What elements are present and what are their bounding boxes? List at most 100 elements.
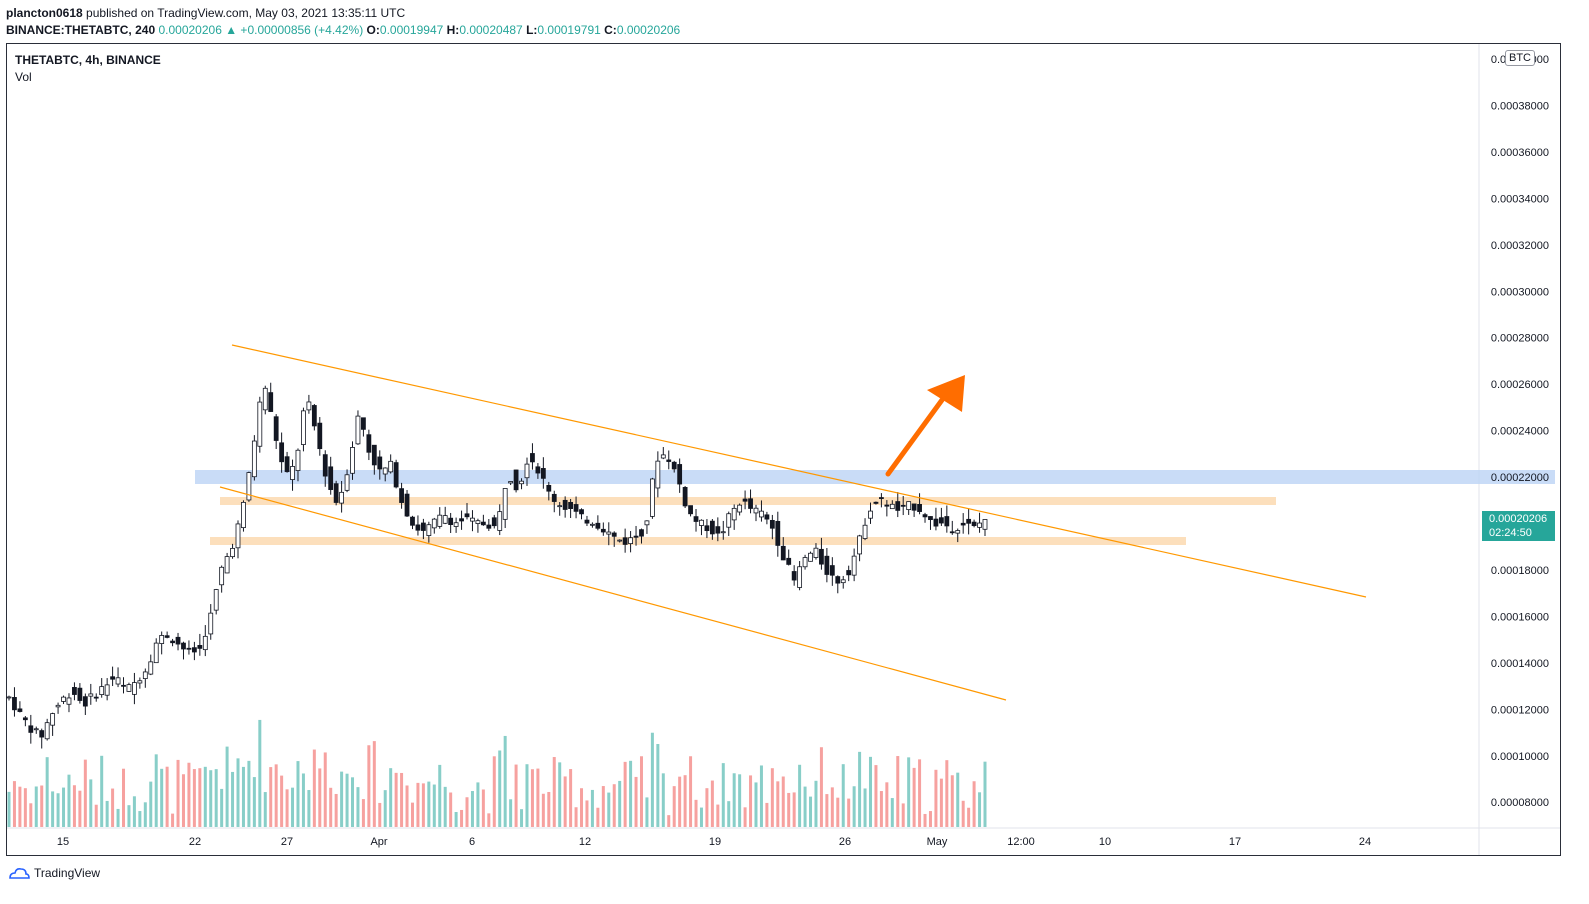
volume-bar — [487, 813, 491, 827]
volume-bar — [585, 800, 589, 827]
tradingview-logo[interactable]: TradingView — [8, 866, 100, 880]
candle — [44, 718, 50, 741]
candle — [889, 500, 895, 510]
volume-bar — [923, 813, 927, 827]
candle — [132, 672, 137, 705]
chart-frame[interactable] — [6, 43, 1561, 856]
candle — [453, 517, 459, 533]
volume-bar — [470, 791, 474, 827]
channel-upper-trendline[interactable] — [231, 344, 1367, 598]
volume-bar — [285, 789, 289, 827]
candle — [333, 480, 339, 506]
volume-bar — [225, 746, 229, 827]
volume-bar — [787, 792, 791, 827]
support-zone-lower[interactable] — [210, 537, 1186, 545]
candle — [404, 490, 410, 517]
volume-bar — [160, 768, 164, 827]
candle — [159, 631, 165, 655]
volume-bar — [885, 782, 889, 827]
candle — [246, 471, 252, 502]
time-axis-label: 27 — [281, 836, 293, 848]
legend-symbol[interactable]: THETABTC, 4h, BINANCE — [15, 53, 161, 67]
candle — [268, 382, 274, 412]
candle — [371, 444, 377, 475]
candle — [557, 502, 563, 516]
candle — [28, 714, 34, 744]
volume-bar — [743, 807, 747, 827]
volume-bar — [939, 778, 943, 827]
volume-bar — [721, 763, 725, 827]
candle — [39, 728, 45, 749]
volume-bar — [634, 776, 638, 827]
author-name[interactable]: plancton0618 — [6, 6, 83, 20]
candle — [709, 519, 715, 540]
candle — [191, 641, 197, 661]
volume-bar — [569, 769, 573, 827]
candle — [420, 518, 426, 540]
volume-bar — [738, 774, 742, 827]
legend-volume[interactable]: Vol — [15, 70, 32, 84]
candle — [262, 385, 268, 415]
candle — [235, 520, 241, 559]
candle — [301, 407, 306, 452]
volume-bar — [56, 793, 60, 827]
volume-bar — [699, 807, 703, 827]
volume-bar — [45, 757, 49, 827]
candle — [660, 447, 666, 460]
candle — [644, 520, 650, 534]
price-axis-label: 0.00010000 — [1491, 751, 1549, 763]
volume-bar — [378, 802, 382, 827]
open-value: 0.00019947 — [379, 23, 444, 37]
candle — [513, 469, 519, 493]
volume-bar — [416, 782, 420, 827]
candle — [868, 502, 873, 524]
candle — [306, 394, 312, 414]
candle — [219, 565, 225, 593]
price-axis[interactable]: 0.000400000.000380000.000360000.00034000… — [1491, 54, 1549, 809]
volume-bar — [258, 719, 262, 827]
volume-bar — [301, 773, 305, 827]
candle — [873, 501, 879, 505]
candle — [33, 726, 39, 734]
volume-bar — [841, 764, 845, 827]
candle — [551, 490, 557, 513]
candle — [595, 515, 601, 531]
candle — [88, 683, 94, 705]
time-axis[interactable]: 15 22 27 Apr 6 12 19 26 May 12:00 10 17 24 — [57, 836, 1371, 848]
breakout-arrow-icon[interactable] — [885, 375, 965, 477]
support-zone-upper[interactable] — [220, 497, 1276, 505]
candle — [17, 701, 23, 713]
volume-bar — [580, 788, 584, 827]
candle — [633, 525, 639, 546]
volume-bar — [623, 761, 627, 827]
price-axis-label: 0.00014000 — [1491, 658, 1549, 670]
volume-bar — [945, 760, 949, 827]
open-label: O: — [366, 23, 380, 37]
volume-bar — [236, 758, 240, 827]
volume-bar — [192, 769, 196, 827]
volume-bar — [541, 793, 545, 827]
candle — [808, 551, 813, 562]
volume-bar — [105, 800, 109, 827]
candle — [257, 396, 263, 453]
volume-bar — [252, 777, 256, 827]
candle — [153, 638, 159, 664]
candle — [230, 543, 235, 559]
candle — [148, 654, 154, 676]
time-axis-label: 22 — [189, 836, 201, 848]
candle — [475, 518, 481, 533]
volume-bar — [481, 789, 485, 827]
publish-info: plancton0618 published on TradingView.co… — [6, 6, 405, 20]
channel-lower-trendline[interactable] — [219, 486, 1007, 701]
volume-bar — [23, 788, 27, 827]
candle — [284, 451, 290, 473]
volume-bar — [214, 769, 218, 827]
volume-bar — [558, 762, 562, 827]
currency-badge[interactable]: BTC — [1505, 50, 1535, 66]
price-axis-label: 0.00012000 — [1491, 704, 1549, 716]
tradingview-cloud-icon — [9, 868, 30, 879]
candle — [802, 554, 808, 570]
volume-bar — [198, 768, 202, 827]
resistance-zone-blue[interactable] — [195, 470, 1555, 484]
